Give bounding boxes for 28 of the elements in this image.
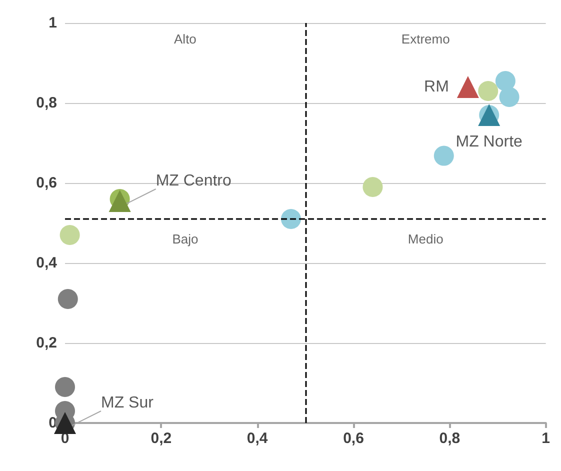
point [456,76,479,98]
point [281,209,301,229]
text: MZ Sur [101,394,154,412]
annotation: Bajo [172,232,198,246]
y-tick-label: 0,6 [36,174,57,192]
y-tick-label: 0,4 [36,254,58,272]
y-tick-label: 1 [48,14,57,32]
point [478,81,498,101]
annotation: Extremo [401,32,450,46]
series-label: RM [424,78,449,96]
point [362,177,383,197]
point [55,377,75,397]
x-tick-label: 0,8 [439,430,460,447]
point [434,146,454,166]
y-tick-label: 0,2 [36,334,57,352]
series-label: MZ Norte [456,134,523,150]
point [60,225,80,245]
point [58,289,78,309]
text: MZ Centro [156,172,232,190]
point [495,71,516,91]
annotation: Alto [174,32,196,46]
annotation: Medio [408,232,444,246]
x-tick-label: 0,4 [246,430,268,447]
point [499,87,520,107]
x-tick-label: 0,6 [343,430,364,447]
x-tick-label: 0,2 [150,430,172,447]
y-tick-label: 0,8 [36,94,57,112]
x-tick-label: 1 [542,430,550,447]
